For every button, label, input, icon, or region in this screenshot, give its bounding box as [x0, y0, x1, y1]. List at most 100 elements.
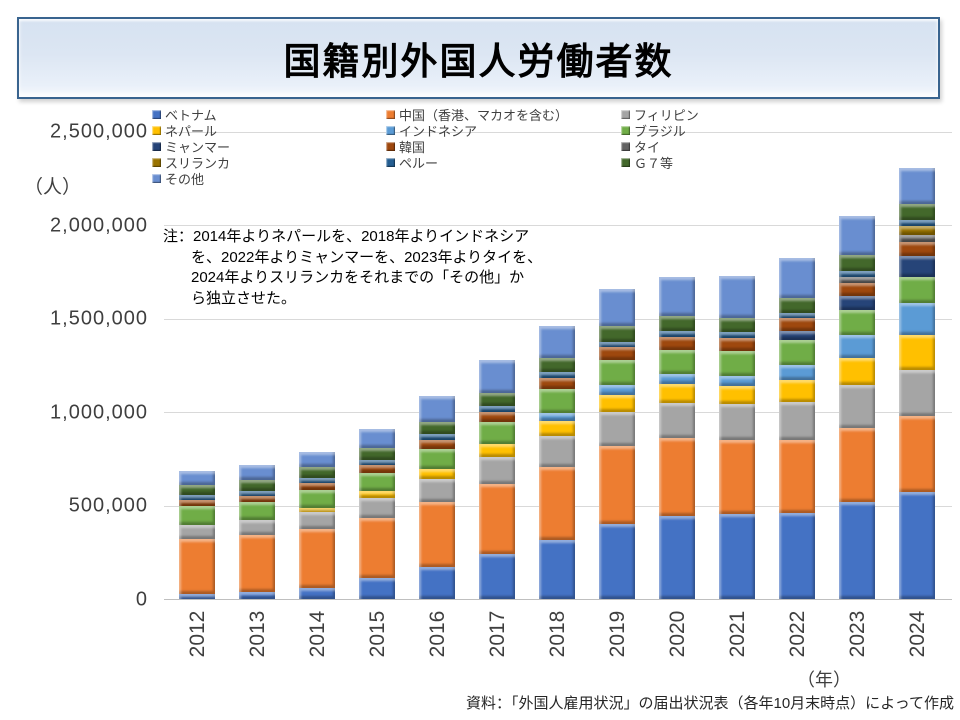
- bar-segment: [779, 312, 815, 319]
- grid-line: [164, 225, 952, 226]
- bar-segment: [239, 520, 275, 536]
- bar-segment: [359, 472, 395, 491]
- bar-segment: [779, 339, 815, 366]
- bar-segment: [839, 358, 875, 386]
- legend-item: スリランカ: [152, 155, 230, 171]
- bar-segment: [479, 554, 515, 599]
- bar-segment: [779, 318, 815, 331]
- bar-segment: [359, 518, 395, 579]
- bar-segment: [359, 490, 395, 499]
- bar-segment: [179, 471, 215, 485]
- bar-segment: [899, 226, 935, 235]
- bar-segment: [779, 401, 815, 441]
- bar-segment: [599, 326, 635, 342]
- bar-segment: [659, 374, 695, 385]
- legend-swatch: [386, 109, 395, 119]
- grid-line: [164, 318, 952, 320]
- bar-segment: [239, 495, 275, 503]
- legend-item: ベトナム: [152, 107, 217, 123]
- bar-segment: [779, 297, 815, 313]
- bar-segment: [719, 338, 755, 351]
- x-axis-unit-label: （年）: [797, 670, 851, 690]
- bar-segment: [839, 427, 875, 503]
- legend-swatch: [152, 125, 161, 135]
- bar-segment: [479, 484, 515, 555]
- legend-item: インドネシア: [386, 123, 477, 139]
- bar-segment: [779, 365, 815, 380]
- bar-segment: [359, 459, 395, 466]
- y-axis-tick-label: 2,500,000: [50, 120, 148, 143]
- bar-segment: [239, 502, 275, 521]
- legend-item: ペルー: [386, 155, 438, 171]
- bar-segment: [839, 385, 875, 428]
- bar-segment: [659, 336, 695, 350]
- legend-swatch: [152, 157, 161, 167]
- x-axis-tick-label: 2017: [486, 610, 509, 658]
- bar-segment: [719, 332, 755, 339]
- bar-segment: [539, 421, 575, 437]
- legend-swatch: [386, 157, 395, 167]
- bar-segment: [479, 359, 515, 393]
- y-axis-unit-label: （人）: [24, 177, 82, 198]
- bar-segment: [839, 276, 875, 283]
- bar-segment: [239, 591, 275, 599]
- bar-segment: [839, 335, 875, 358]
- legend-label: ミャンマー: [165, 139, 231, 155]
- bar-segment: [839, 270, 875, 277]
- source-note: 資料：「外国人雇用状況」の届出状況表（各年10月末時点）によって作成: [466, 695, 954, 712]
- bar-segment: [659, 402, 695, 438]
- bar-segment: [779, 258, 815, 298]
- bar-segment: [419, 396, 455, 422]
- bar-segment: [419, 478, 455, 503]
- bar-segment: [659, 515, 695, 599]
- legend-label: フィリピン: [634, 107, 699, 123]
- bar-segment: [659, 384, 695, 403]
- bar-segment: [719, 514, 755, 599]
- bar-segment: [839, 215, 875, 256]
- x-axis-tick-label: 2020: [666, 610, 689, 658]
- legend-label: 韓国: [399, 139, 426, 155]
- chart-note: 注：2014年よりネパールを、2018年よりインドネシア を、2022年よりミャン…: [163, 227, 593, 309]
- bar-segment: [899, 241, 935, 256]
- bar-segment: [899, 234, 935, 242]
- legend-item: 韓国: [386, 139, 426, 155]
- bar-segment: [659, 316, 695, 332]
- bar-segment: [659, 331, 695, 337]
- bar-segment: [899, 415, 935, 493]
- x-axis-tick-label: 2021: [726, 610, 749, 658]
- bar-segment: [599, 445, 635, 524]
- x-axis-tick-label: 2023: [846, 610, 869, 658]
- legend-swatch: [152, 141, 161, 151]
- bar-segment: [359, 498, 395, 519]
- bar-segment: [179, 593, 215, 599]
- bar-segment: [479, 422, 515, 445]
- bar-segment: [599, 341, 635, 348]
- legend-item: 中国（香港、マカオを含む）: [386, 107, 569, 123]
- bar-segment: [599, 360, 635, 386]
- bar-segment: [419, 566, 455, 599]
- bar-segment: [299, 529, 335, 588]
- bar-segment: [839, 502, 875, 599]
- bar-segment: [659, 276, 695, 317]
- bar-segment: [539, 436, 575, 467]
- legend-item: タイ: [621, 139, 660, 155]
- bar-segment: [479, 406, 515, 412]
- bar-segment: [839, 282, 875, 297]
- bar-segment: [599, 523, 635, 599]
- bar-segment: [719, 317, 755, 333]
- bar-segment: [899, 303, 935, 335]
- y-axis-tick-label: 1,500,000: [50, 307, 148, 330]
- legend-label: 中国（香港、マカオを含む）: [399, 107, 569, 123]
- note-line: ら独立させた。: [191, 289, 297, 307]
- legend-label: ネパール: [165, 123, 218, 139]
- bar-segment: [179, 494, 215, 500]
- legend-label: Ｇ７等: [634, 155, 674, 171]
- bar-segment: [719, 404, 755, 440]
- bar-segment: [179, 484, 215, 495]
- bar-segment: [299, 477, 335, 483]
- bar-segment: [539, 377, 575, 390]
- bar-segment: [599, 394, 635, 413]
- bar-segment: [899, 492, 935, 599]
- legend-swatch: [621, 109, 630, 119]
